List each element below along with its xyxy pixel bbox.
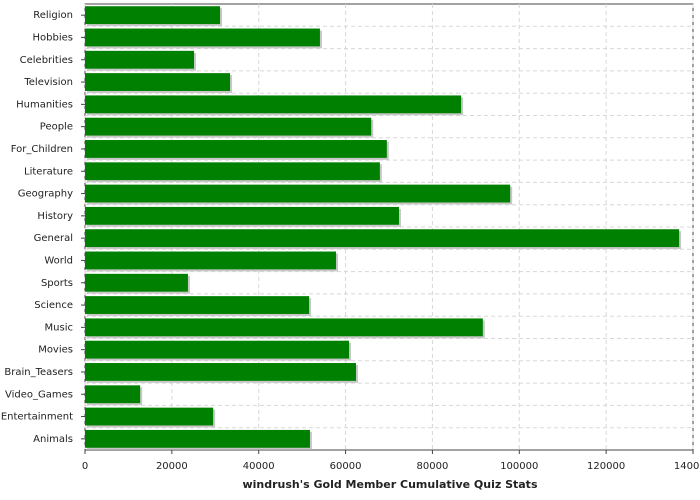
bar	[85, 429, 310, 448]
y-tick-label: Animals	[33, 434, 73, 445]
x-axis-label: windrush's Gold Member Cumulative Quiz S…	[242, 478, 537, 491]
bar	[85, 206, 399, 225]
y-tick-label: Religion	[33, 10, 73, 21]
x-tick-label: 80000	[417, 461, 449, 472]
x-tick-label: 40000	[243, 461, 275, 472]
y-tick-label: Entertainment	[1, 412, 73, 423]
bar	[85, 273, 188, 292]
bar	[85, 340, 350, 359]
x-tick-label: 20000	[156, 461, 188, 472]
bar	[85, 318, 483, 337]
y-tick-label: History	[37, 211, 73, 222]
y-tick-label: Brain_Teasers	[4, 367, 73, 378]
bar	[85, 385, 141, 404]
bar	[85, 162, 380, 181]
bar	[85, 50, 195, 69]
bar	[85, 229, 680, 248]
y-tick-label: Geography	[18, 189, 73, 200]
y-tick-label: Music	[45, 322, 73, 333]
y-tick-label: People	[40, 122, 73, 133]
bar	[85, 251, 337, 270]
bar	[85, 407, 214, 426]
y-tick-label: Sports	[41, 278, 73, 289]
bar	[85, 73, 231, 91]
y-tick-label: Science	[34, 300, 73, 311]
y-tick-label: Television	[23, 77, 73, 88]
x-tick-label: 0	[82, 461, 88, 472]
y-tick-label: General	[34, 233, 73, 244]
y-tick-label: For_Children	[11, 144, 73, 155]
bar	[85, 117, 372, 136]
y-tick-label: World	[44, 255, 73, 266]
y-tick-label: Video_Games	[5, 389, 73, 400]
x-tick-label: 60000	[330, 461, 362, 472]
y-tick-label: Hobbies	[33, 32, 73, 43]
y-tick-label: Celebrities	[20, 55, 73, 66]
y-tick-label: Humanities	[16, 99, 73, 110]
bar	[85, 95, 462, 114]
bar	[85, 363, 356, 381]
bar	[85, 184, 511, 203]
bar	[85, 28, 320, 47]
bar	[85, 296, 310, 314]
bar	[85, 6, 221, 25]
x-tick-label: 140000	[674, 461, 700, 472]
bar	[85, 140, 387, 158]
y-tick-label: Movies	[38, 345, 73, 356]
y-tick-label: Literature	[24, 166, 73, 177]
x-tick-label: 100000	[500, 461, 538, 472]
x-tick-label: 120000	[587, 461, 625, 472]
